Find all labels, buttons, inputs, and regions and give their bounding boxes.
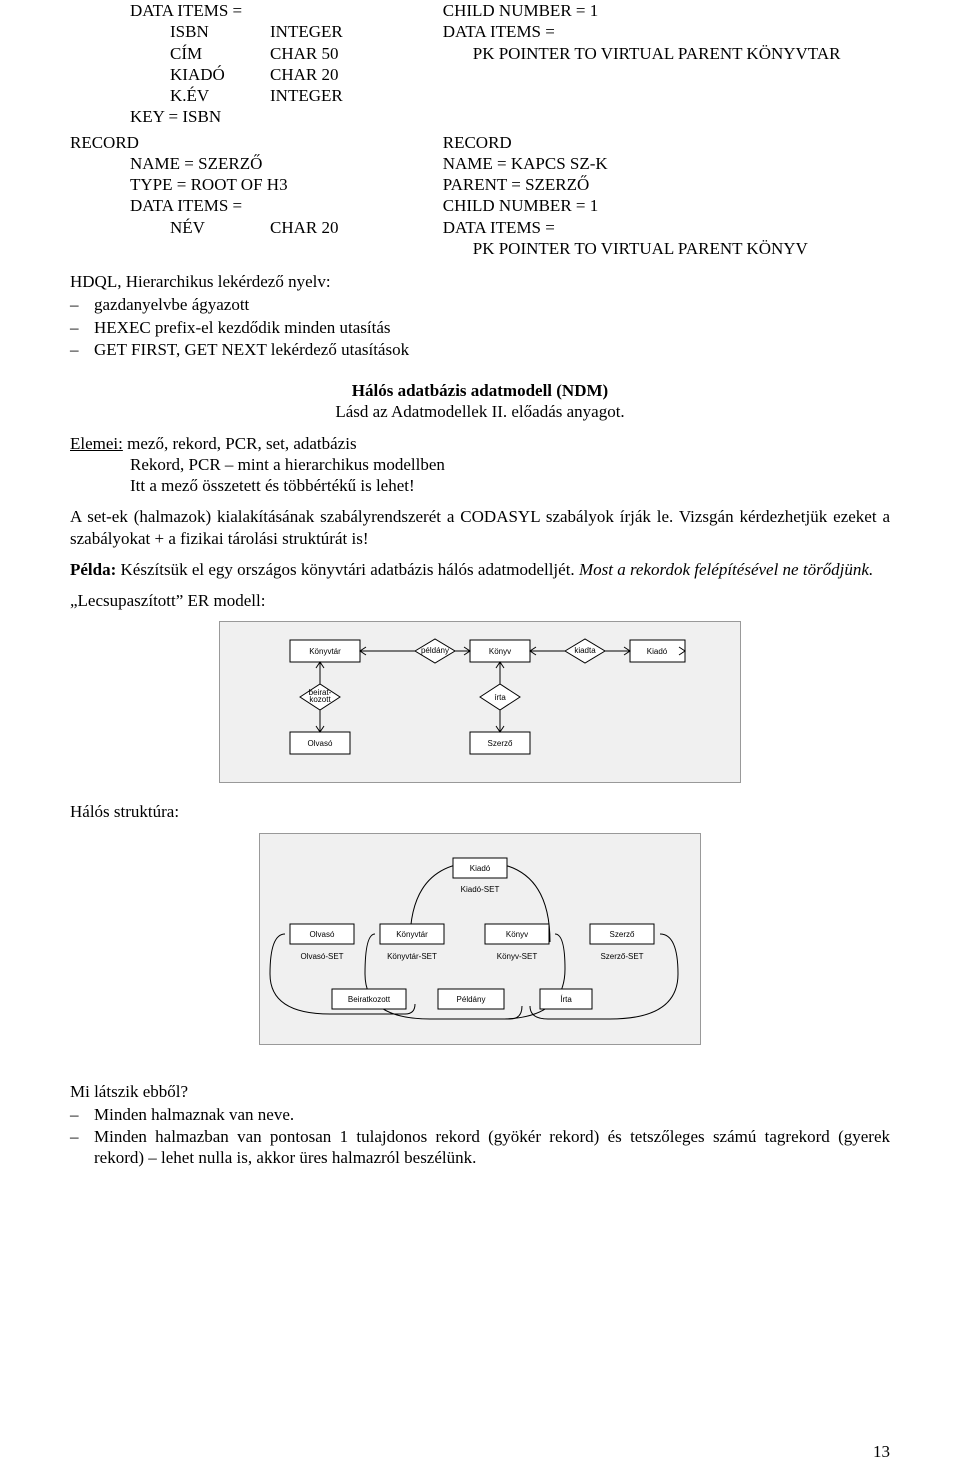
svg-text:Szerző-SET: Szerző-SET: [600, 952, 643, 961]
er-rel: példány: [421, 646, 449, 655]
list-item: HEXEC prefix-el kezdődik minden utasítás: [70, 317, 890, 338]
record-line: TYPE = ROOT OF H3: [70, 174, 443, 195]
dataitems-label: DATA ITEMS =: [443, 21, 890, 42]
mi-list: Minden halmaznak van neve. Minden halmaz…: [70, 1104, 890, 1169]
er-ent: Könyvtár: [309, 647, 341, 656]
svg-text:Beiratkozott: Beiratkozott: [348, 995, 391, 1004]
svg-text:Kiadó: Kiadó: [470, 864, 491, 873]
childnum-line: CHILD NUMBER = 1: [443, 0, 890, 21]
field-row: NÉVCHAR 20: [170, 217, 443, 238]
list-item: GET FIRST, GET NEXT lekérdező utasítások: [70, 339, 890, 360]
field-row: KIADÓCHAR 20: [170, 64, 443, 85]
record-line: CHILD NUMBER = 1: [443, 195, 890, 216]
halos-diagram: Kiadó Kiadó-SET Olvasó Könyvtár Könyv Sz…: [259, 833, 701, 1045]
hdql-title: HDQL, Hierarchikus lekérdező nyelv:: [70, 271, 890, 292]
er-label: „Lecsupaszított” ER modell:: [70, 590, 890, 611]
er-rel: kiadta: [574, 646, 596, 655]
field-row: ISBNINTEGER: [170, 21, 443, 42]
elemei-block: Elemei: mező, rekord, PCR, set, adatbázi…: [70, 433, 890, 497]
pelda-italic: Most a rekordok felépítésével ne törődjü…: [575, 560, 874, 579]
elemei-line: Rekord, PCR – mint a hierarchikus modell…: [70, 454, 445, 475]
page-number: 13: [873, 1441, 890, 1462]
field-row: K.ÉVINTEGER: [170, 85, 443, 106]
record-line: NAME = KAPCS SZ-K: [443, 153, 890, 174]
er-ent: Szerző: [488, 739, 513, 748]
key-line: KEY = ISBN: [70, 106, 443, 127]
dataitems-label: DATA ITEMS =: [70, 0, 443, 21]
pelda-bold: Példa:: [70, 560, 121, 579]
svg-text:Könyvtár: Könyvtár: [396, 930, 428, 939]
schema-top-block: DATA ITEMS = ISBNINTEGER CÍMCHAR 50 KIAD…: [70, 0, 890, 128]
svg-text:Könyv-SET: Könyv-SET: [497, 952, 538, 961]
record-header: RECORD: [70, 132, 443, 153]
para-codasyl: A set-ek (halmazok) kialakításának szabá…: [70, 506, 890, 549]
svg-text:Könyv: Könyv: [506, 930, 528, 939]
record-line: DATA ITEMS =: [443, 217, 890, 238]
pk-line: PK POINTER TO VIRTUAL PARENT KÖNYVTAR: [443, 43, 890, 64]
para-pelda: Példa: Készítsük el egy országos könyvtá…: [70, 559, 890, 580]
elemei-lead: Elemei:: [70, 434, 123, 453]
elemei-line: Itt a mező összetett és többértékű is le…: [70, 475, 415, 496]
svg-text:Írta: Írta: [560, 995, 572, 1004]
svg-text:Szerző: Szerző: [610, 930, 635, 939]
er-ent: Olvasó: [308, 739, 333, 748]
ndm-subtitle: Lásd az Adatmodellek II. előadás anyagot…: [70, 401, 890, 422]
ndm-title: Hálós adatbázis adatmodell (NDM): [70, 380, 890, 401]
list-item: Minden halmaznak van neve.: [70, 1104, 890, 1125]
record-line: PK POINTER TO VIRTUAL PARENT KÖNYV: [443, 238, 890, 259]
elemei-tail: mező, rekord, PCR, set, adatbázis: [123, 434, 357, 453]
list-item: Minden halmazban van pontosan 1 tulajdon…: [70, 1126, 890, 1169]
svg-text:kozott: kozott: [309, 695, 331, 704]
pelda-mid: Készítsük el egy országos könyvtári adat…: [121, 560, 575, 579]
er-ent: Könyv: [489, 647, 511, 656]
svg-text:Olvasó-SET: Olvasó-SET: [300, 952, 343, 961]
er-diagram: Könyvtár Könyv Kiadó Olvasó Szerző példá…: [219, 621, 741, 783]
record-block: RECORD NAME = SZERZŐ TYPE = ROOT OF H3 D…: [70, 132, 890, 260]
svg-text:Könyvtár-SET: Könyvtár-SET: [387, 952, 437, 961]
er-ent: Kiadó: [647, 647, 668, 656]
halos-label: Hálós struktúra:: [70, 801, 890, 822]
record-line: DATA ITEMS =: [70, 195, 443, 216]
record-line: PARENT = SZERZŐ: [443, 174, 890, 195]
er-rel: írta: [494, 693, 506, 702]
mi-title: Mi látszik ebből?: [70, 1081, 890, 1102]
svg-text:Olvasó: Olvasó: [310, 930, 335, 939]
list-item: gazdanyelvbe ágyazott: [70, 294, 890, 315]
svg-text:Kiadó-SET: Kiadó-SET: [461, 885, 500, 894]
svg-text:Példány: Példány: [457, 995, 486, 1004]
field-row: CÍMCHAR 50: [170, 43, 443, 64]
record-header: RECORD: [443, 132, 890, 153]
hdql-list: gazdanyelvbe ágyazott HEXEC prefix-el ke…: [70, 294, 890, 360]
record-line: NAME = SZERZŐ: [70, 153, 443, 174]
